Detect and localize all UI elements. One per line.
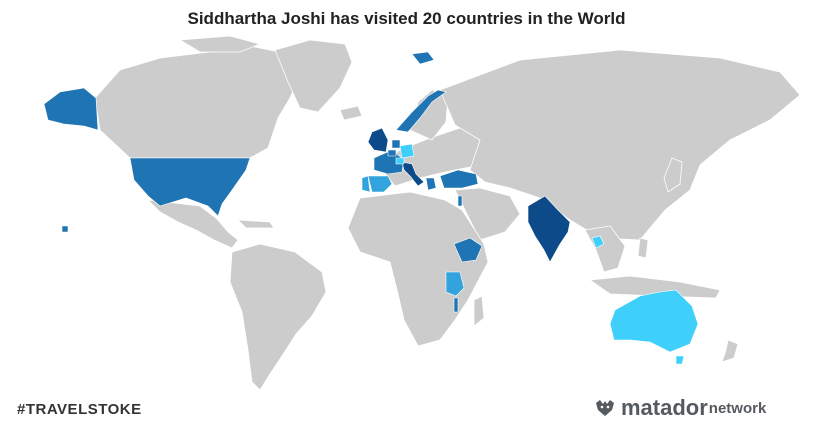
country-netherlands (391, 139, 401, 149)
country-norway-svalbard (411, 51, 435, 65)
land-new-zealand (721, 339, 739, 363)
country-united-states-alaska (43, 87, 99, 131)
land-africa (347, 191, 489, 347)
land-japan (663, 157, 683, 193)
base-land (94, 35, 801, 390)
world-map (43, 35, 801, 390)
map-title: Siddhartha Joshi has visited 20 countrie… (187, 9, 626, 28)
country-germany (399, 143, 415, 159)
country-portugal (361, 175, 371, 193)
country-united-states-hawaii (61, 225, 69, 233)
country-india (527, 195, 571, 263)
country-australia (609, 289, 699, 353)
country-malawi (453, 297, 459, 313)
country-cambodia (591, 235, 605, 249)
land-south-america (229, 243, 327, 390)
country-ethiopia (453, 237, 483, 263)
country-israel (457, 195, 463, 207)
brand-logo: matador network (594, 395, 766, 421)
land-madagascar (473, 295, 485, 327)
country-greece (425, 177, 437, 191)
visited-countries (43, 51, 699, 365)
country-switzerland (395, 157, 405, 165)
land-canada (94, 45, 301, 159)
brand-name: matador (621, 395, 708, 420)
land-caribbean (236, 219, 275, 229)
land-indonesia (588, 275, 721, 299)
land-philippines (637, 237, 649, 259)
hashtag-label: #TRAVELSTOKE (17, 401, 142, 418)
land-mexico-central (146, 199, 239, 249)
country-spain (367, 175, 393, 193)
land-arctic-islands (178, 35, 262, 53)
country-united-states (129, 157, 251, 217)
land-greenland (274, 39, 353, 113)
country-united-kingdom (367, 127, 389, 153)
country-turkey (439, 169, 479, 189)
land-middle-east (454, 187, 521, 241)
brand-suffix: network (708, 399, 767, 417)
country-norway (395, 89, 447, 133)
land-iceland (339, 105, 363, 121)
country-tanzania (445, 271, 465, 297)
country-belgium (387, 149, 397, 157)
country-italy (401, 161, 425, 187)
country-australia-tasmania (675, 355, 685, 365)
matador-bull-icon (596, 400, 614, 416)
